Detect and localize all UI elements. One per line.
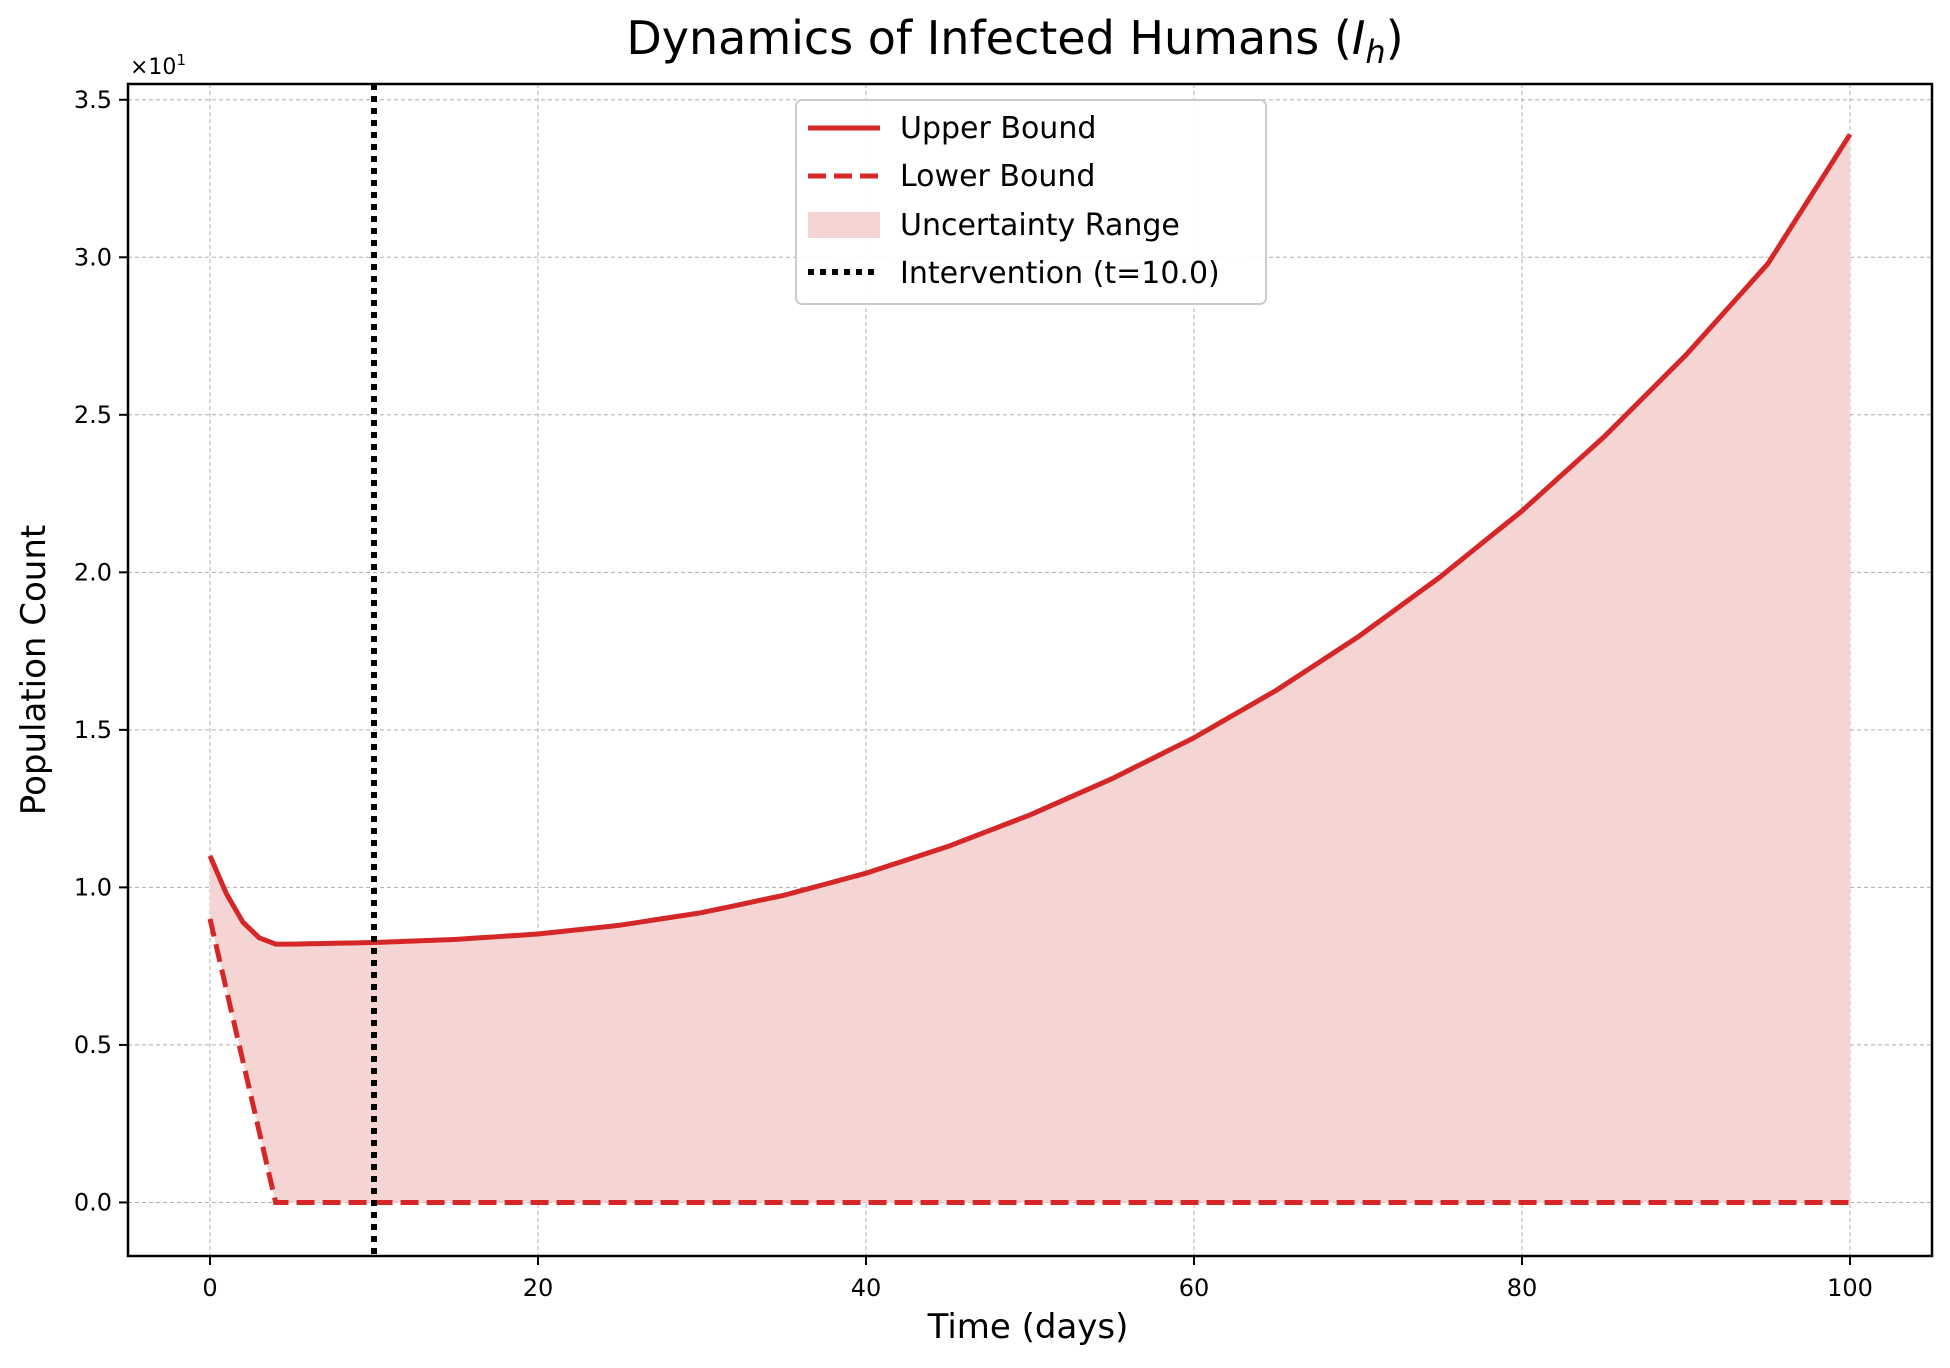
legend-upper-bound-label: Upper Bound [900, 111, 1096, 146]
legend-lower-bound-label: Lower Bound [900, 159, 1095, 194]
lower-bound-line [207, 918, 1850, 1205]
legend-intervention-label: Intervention (t=10.0) [900, 256, 1220, 291]
x-tick-label: 20 [523, 1274, 554, 1302]
legend-uncertainty-swatch [808, 212, 880, 238]
y-axis-label: Population Count [14, 525, 54, 815]
tick-layer: 0 20 40 60 80 100 0.0 0.5 1.0 1.5 2.0 2.5 3.0 3.5 [74, 86, 1873, 1302]
uncertainty-range-fill [210, 134, 1850, 1203]
legend-uncertainty-label: Uncertainty Range [900, 208, 1180, 243]
y-axis-offset-label: ×101 [130, 51, 186, 80]
x-tick-label: 40 [851, 1274, 882, 1302]
y-tick-label: 1.0 [74, 873, 112, 901]
x-axis-label: Time (days) [927, 1307, 1129, 1347]
x-tick-label: 80 [1507, 1274, 1538, 1302]
upper-bound-line [207, 133, 1853, 947]
x-tick-label: 60 [1179, 1274, 1210, 1302]
y-tick-label: 0.5 [74, 1031, 112, 1059]
y-tick-label: 3.5 [74, 86, 112, 114]
chart-title: Dynamics of Infected Humans (Ih) [626, 11, 1403, 71]
y-tick-label: 0.0 [74, 1188, 112, 1216]
x-tick-label: 100 [1827, 1274, 1873, 1302]
x-tick-label: 0 [202, 1274, 217, 1302]
legend: Upper Bound Lower Bound Uncertainty Rang… [795, 99, 1267, 305]
plot-frame [126, 82, 1934, 1258]
y-tick-label: 2.0 [74, 558, 112, 586]
y-tick-label: 1.5 [74, 716, 112, 744]
y-tick-label: 3.0 [74, 243, 112, 271]
y-tick-label: 2.5 [74, 401, 112, 429]
legend-box [795, 99, 1267, 305]
